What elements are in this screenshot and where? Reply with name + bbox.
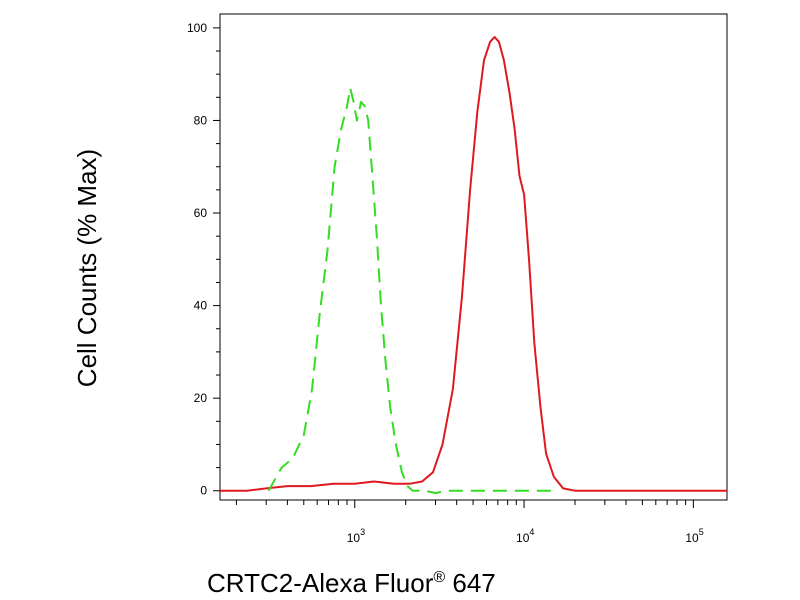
x-tick-label: 105: [685, 527, 703, 545]
plot-area-frame: [219, 13, 728, 501]
y-axis-title: Cell Counts (% Max): [72, 149, 102, 387]
x-axis-title: CRTC2-Alexa Fluor® 647: [207, 568, 496, 598]
x-tick-label: 103: [347, 527, 365, 545]
y-axis: 0 20 40 60 80 100: [187, 21, 220, 498]
y-tick-label: 20: [194, 391, 208, 405]
series-layer: [220, 36, 727, 495]
y-tick-label: 100: [187, 21, 207, 35]
y-tick-label: 40: [194, 299, 208, 313]
x-tick-label: 104: [516, 527, 534, 545]
x-axis-title-registered-mark: ®: [433, 569, 445, 586]
y-tick-label: 60: [194, 206, 208, 220]
series-line-2: [267, 87, 554, 495]
x-axis-title-main: CRTC2-Alexa Fluor: [207, 568, 434, 598]
series-line-1: [220, 36, 727, 492]
y-tick-label: 80: [194, 113, 208, 127]
y-tick-label: 0: [200, 484, 207, 498]
x-axis-title-tail: 647: [445, 568, 496, 598]
x-axis: 103 104 105: [235, 500, 704, 545]
